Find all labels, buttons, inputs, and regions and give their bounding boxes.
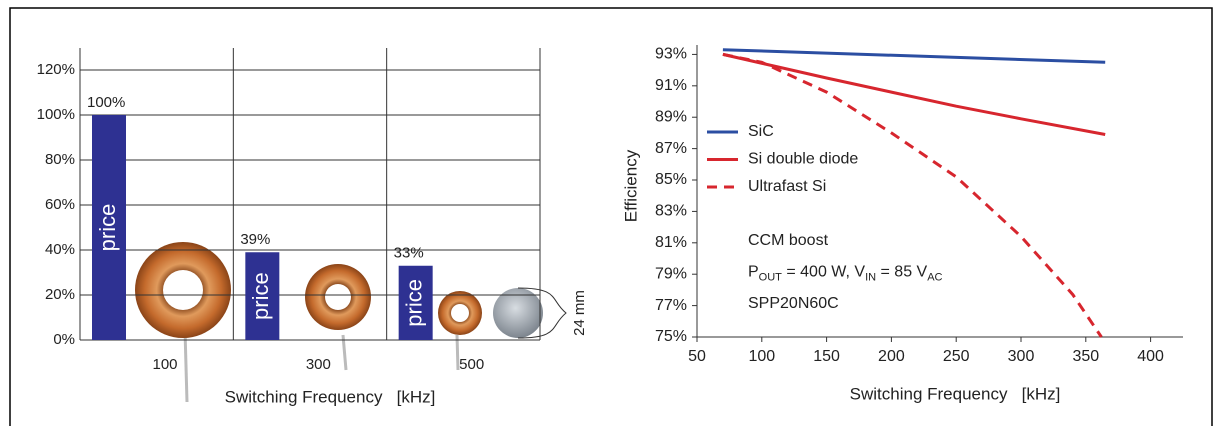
bar-text: price xyxy=(248,272,273,320)
value-label: 39% xyxy=(240,231,270,248)
annotation: CCM boost xyxy=(748,232,829,249)
y-tick-label: 77% xyxy=(655,297,687,314)
y-tick-label: 81% xyxy=(655,234,687,251)
y-axis-label: Efficiency xyxy=(621,149,640,222)
annotation-part: IN xyxy=(865,271,876,283)
x-tick-label: 500 xyxy=(459,356,484,373)
y-tick-label: 75% xyxy=(655,328,687,345)
legend-label: SiC xyxy=(748,123,774,140)
x-tick-label: 200 xyxy=(878,348,905,365)
x-axis-label: Switching Frequency [kHz] xyxy=(850,384,1061,403)
y-tick-label: 0% xyxy=(53,331,75,348)
legend-label: Ultrafast Si xyxy=(748,178,826,195)
toroid-images xyxy=(135,242,567,403)
annotation-part: CCM boost xyxy=(748,232,829,249)
annotation-part: AC xyxy=(927,271,942,283)
bar xyxy=(245,252,280,340)
annotation-part: = 85 V xyxy=(876,264,927,281)
y-tick-label: 91% xyxy=(655,77,687,94)
x-tick-label: 400 xyxy=(1137,348,1164,365)
y-tick-label: 85% xyxy=(655,171,687,188)
bar-text: price xyxy=(401,279,426,327)
y-tick-label: 100% xyxy=(37,106,75,123)
y-tick-label: 120% xyxy=(37,61,75,78)
bar xyxy=(92,115,126,340)
frame xyxy=(9,7,1213,426)
x-tick-label: 100 xyxy=(748,348,775,365)
y-tick-label: 40% xyxy=(45,241,75,258)
x-tick-label: 250 xyxy=(943,348,970,365)
y-tick-label: 89% xyxy=(655,108,687,125)
annotation-part: SPP20N60C xyxy=(748,295,839,312)
size-annotation: 24 mm xyxy=(571,290,588,336)
y-tick-label: 80% xyxy=(45,151,75,168)
bar-text: price xyxy=(95,204,120,252)
annotation: POUT = 400 W, VIN = 85 VAC xyxy=(748,264,943,284)
x-tick-label: 350 xyxy=(1072,348,1099,365)
value-label: 100% xyxy=(87,94,125,111)
y-tick-label: 60% xyxy=(45,196,75,213)
x-tick-label: 100 xyxy=(152,356,177,373)
value-label: 33% xyxy=(394,245,424,262)
annotation-part: OUT xyxy=(759,271,783,283)
x-tick-label: 300 xyxy=(1008,348,1035,365)
series-line xyxy=(722,52,1103,338)
y-tick-label: 87% xyxy=(655,140,687,157)
annotation-part: P xyxy=(748,264,759,281)
y-tick-label: 79% xyxy=(655,265,687,282)
y-tick-label: 93% xyxy=(655,46,687,63)
annotation: SPP20N60C xyxy=(748,295,839,312)
y-tick-label: 20% xyxy=(45,286,75,303)
series-line xyxy=(722,48,1106,64)
y-tick-label: 83% xyxy=(655,203,687,220)
x-tick-label: 300 xyxy=(306,356,331,373)
x-tick-label: 150 xyxy=(813,348,840,365)
series-line xyxy=(722,52,1106,136)
bar xyxy=(398,265,433,340)
legend-label: Si double diode xyxy=(748,151,858,168)
annotation-part: = 400 W, V xyxy=(782,264,865,281)
x-axis-label: Switching Frequency [kHz] xyxy=(225,387,436,406)
x-tick-label: 50 xyxy=(688,348,706,365)
